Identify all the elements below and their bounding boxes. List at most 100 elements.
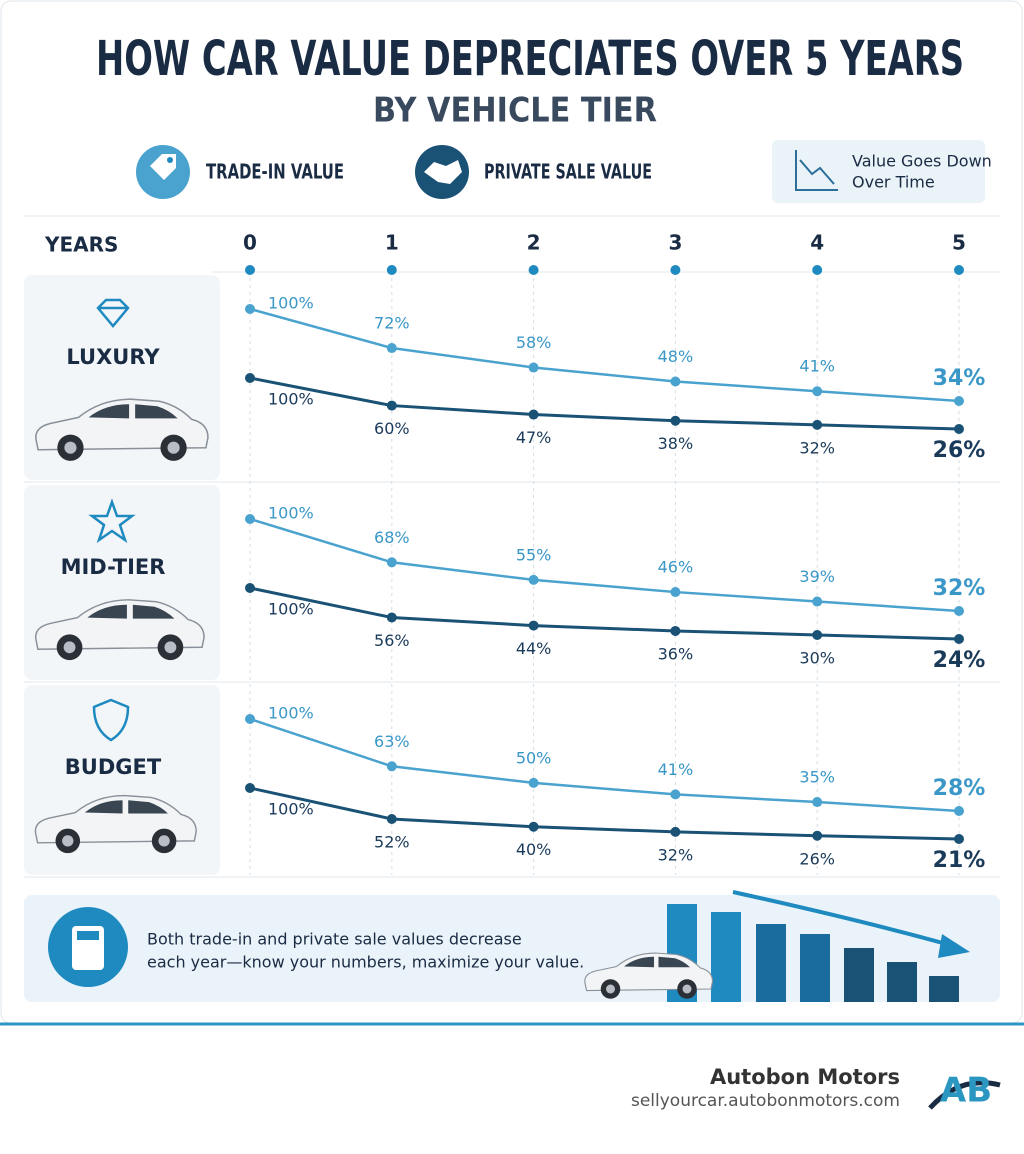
brand-url: sellyourcar.autobonmotors.com [631,1091,900,1111]
point [954,834,964,844]
banner-text: Both trade-in and private sale values de… [147,930,522,949]
value-label: 40% [516,840,552,859]
badge-icon [795,150,838,191]
value-label: 100% [268,504,314,523]
point [954,806,964,816]
point [386,761,397,772]
value-label: 48% [658,347,694,366]
deco-bar [756,924,786,1002]
value-label: 35% [799,768,835,787]
value-label: 58% [516,333,552,352]
series-line [249,307,960,403]
x-tick-dot [245,265,255,275]
value-label: 41% [658,760,694,779]
series-line [249,717,960,813]
deco-bar [929,976,959,1002]
value-label: 100% [268,800,314,819]
deco-arrow [732,890,951,947]
point [954,396,964,406]
x-axis-label: YEARS [44,233,118,257]
x-tick-label: 3 [668,231,682,255]
value-label: 50% [516,748,552,767]
star-icon [88,498,136,544]
value-label: 21% [933,848,986,873]
diamond-icon [96,298,130,328]
point [670,587,681,598]
point [528,409,539,420]
point [528,620,539,631]
value-label: 32% [933,576,986,601]
banner: Both trade-in and private sale values de… [24,890,1000,1002]
deco-bar [711,912,741,1002]
deco-bar [844,948,874,1002]
value-label: 32% [799,438,835,457]
brand: Autobon Motors [710,1065,900,1089]
point [528,362,539,373]
value-label: 26% [933,438,986,463]
tag-hole [167,157,173,163]
point [386,557,397,568]
point [812,830,823,841]
value-label: 38% [658,434,694,453]
legend: TRADE-IN VALUE PRIVATE SALE VALUE [136,145,652,199]
x-tick-label: 4 [810,231,824,255]
badge-text: Value Goes Down [852,152,992,171]
title: HOW CAR VALUE DEPRECIATES OVER 5 YEARS [96,31,964,87]
subtitle: BY VEHICLE TIER [373,91,657,131]
series-line [249,517,960,613]
value-label: 34% [933,366,986,391]
value-label: 39% [799,567,835,586]
x-tick-label: 5 [952,231,966,255]
badge-text: Over Time [852,173,935,192]
value-label: 30% [799,648,835,667]
point [812,629,823,640]
x-tick-dot [528,265,539,275]
tile [24,685,220,875]
point [528,821,539,832]
point [245,714,255,724]
point [386,612,397,623]
banner-text: each year—know your numbers, maximize yo… [147,953,584,972]
point [954,424,964,434]
logo-swoosh [928,1080,1001,1110]
point [386,813,397,824]
tier-tiles [24,275,220,875]
value-label: 68% [374,528,410,547]
series-line [249,376,960,431]
value-label: 41% [799,357,835,376]
x-tick-dot [954,265,964,275]
point [245,373,255,383]
deco-bar [887,962,917,1002]
point [245,304,255,314]
x-tick-dot [670,265,681,275]
tier-title: MID-TIER [61,555,166,579]
point [528,574,539,585]
point [670,826,681,837]
x-tick-label: 2 [527,231,541,255]
point [670,415,681,426]
legend-label: PRIVATE SALE VALUE [484,160,652,184]
shield-icon [92,698,130,742]
calculator-screen [77,931,99,940]
point [386,343,397,354]
value-label: 72% [374,314,410,333]
value-label: 47% [516,428,552,447]
value-label: 36% [658,644,694,663]
value-label: 63% [374,732,410,751]
point [670,789,681,800]
point [812,386,823,397]
value-label: 100% [268,600,314,619]
value-label: 55% [516,545,552,564]
legend-label: TRADE-IN VALUE [206,160,344,184]
point [812,797,823,808]
value-label: 44% [516,639,552,658]
x-tick-label: 1 [385,231,399,255]
value-label: 60% [374,419,410,438]
series-line [249,586,960,641]
value-label: 32% [658,845,694,864]
point [954,606,964,616]
point [812,596,823,607]
value-label: 28% [933,776,986,801]
point [812,419,823,430]
point [528,777,539,788]
